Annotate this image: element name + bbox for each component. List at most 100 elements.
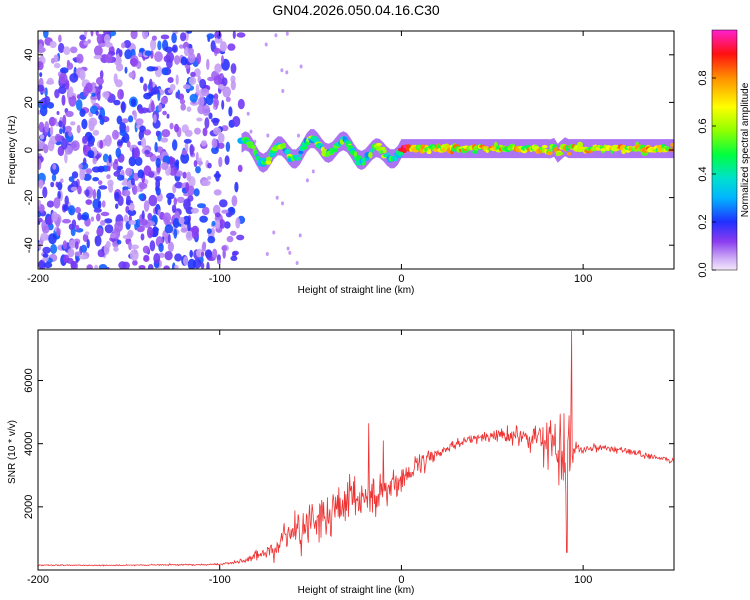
spectrogram-noise-blob [97, 165, 105, 173]
spectrogram-noise-blob [113, 171, 121, 177]
spectrogram-noise-blob [305, 178, 309, 183]
snr-x-tick-label: -200 [27, 574, 49, 586]
spectrogram-noise-blob [228, 106, 233, 117]
spectrogram-noise-blob [86, 239, 90, 249]
spectrogram-noise-blob [200, 262, 205, 269]
spectrogram-noise-blob [56, 111, 60, 115]
spectrogram-noise-blob [193, 188, 200, 197]
spectrogram-noise-blob [183, 198, 191, 211]
spectrogram-noise-blob [221, 209, 229, 214]
spectrogram-noise-blob [60, 67, 69, 74]
spectrogram-noise-blob [169, 122, 174, 130]
spectrogram-noise-blob [117, 165, 123, 170]
spectrogram-noise-blob [99, 140, 104, 149]
spectrogram-noise-blob [142, 31, 149, 40]
spectrogram-noise-blob [201, 179, 211, 187]
spectrogram-noise-blob [57, 181, 63, 191]
spectrogram-noise-blob [64, 195, 69, 206]
snr-y-tick-label: 4000 [23, 431, 35, 455]
spectrogram-noise-blob [68, 95, 77, 107]
spectrogram-noise-blob [230, 255, 238, 261]
spectrogram-noise-blob [274, 33, 278, 38]
spectrogram-noise-blob [174, 55, 180, 65]
spectrogram-noise-blob [109, 232, 117, 239]
signal-band-blob [368, 151, 373, 159]
spectrogram-noise-blob [141, 210, 145, 222]
spectrogram-noise-blob [124, 49, 132, 60]
spectrogram-noise-blob [213, 189, 222, 196]
signal-band-blob [541, 145, 548, 149]
spectrogram-noise-blob [75, 206, 81, 214]
colorbar-tick-label: 0.4 [697, 166, 709, 181]
spectrogram-noise-blob [226, 235, 234, 243]
spectrogram-noise-blob [50, 57, 55, 64]
spectrogram-noise-blob [42, 225, 50, 234]
spectrogram-noise-blob [153, 114, 157, 124]
spectrogram-noise-blob [160, 137, 169, 143]
spectrogram-noise-blob [160, 96, 168, 105]
spectrogram-noise-blob [185, 182, 190, 193]
spectrogram-noise-blob [121, 181, 128, 186]
spectrogram-noise-blob [180, 32, 187, 42]
spectrogram-noise-blob [39, 72, 43, 77]
spectrogram-noise-blob [201, 88, 210, 97]
spectrogram-noise-blob [68, 239, 77, 249]
spectrogram-noise-blob [108, 154, 112, 163]
spectrogram-noise-blob [47, 77, 54, 85]
spectrogram-noise-blob [169, 157, 175, 168]
spectrogram-noise-blob [108, 183, 114, 193]
spectrogram-noise-blob [38, 210, 41, 218]
spectrogram-noise-blob [88, 117, 98, 127]
spectrogram-noise-blob [213, 47, 222, 54]
spectrogram-noise-blob [93, 208, 102, 213]
spectrogram-noise-blob [105, 53, 113, 64]
spectrogram-noise-blob [67, 248, 75, 258]
spectrogram-noise-blob [43, 95, 51, 106]
spectrogram-x-tick-label: 100 [574, 273, 592, 285]
spectrogram-noise-blob [187, 185, 195, 196]
spectrogram-noise-blob [215, 170, 220, 182]
spectrogram-noise-blob [147, 212, 153, 221]
spectrogram-noise-blob [166, 192, 175, 200]
spectrogram-signal-band [237, 129, 674, 173]
spectrogram-noise-blob [58, 86, 67, 95]
signal-band-blob [548, 148, 553, 152]
spectrogram-noise-blob [92, 129, 100, 136]
spectrogram-noise-blob [77, 185, 82, 195]
spectrogram-noise-blob [43, 144, 49, 154]
spectrogram-noise-blob [75, 99, 83, 111]
spectrogram-noise-blob [104, 224, 114, 234]
spectrogram-noise-blob [124, 66, 128, 74]
spectrogram-noise-blob [235, 217, 241, 229]
spectrogram-noise-blob [61, 138, 68, 150]
spectrogram-noise-blob [68, 131, 73, 137]
spectrogram-noise-blob [53, 197, 61, 209]
spectrogram-noise-blob [213, 98, 220, 108]
spectrogram-noise-blob [63, 204, 69, 211]
spectrogram-noise-blob [266, 133, 270, 138]
spectrogram-noise-blob [43, 31, 49, 39]
spectrogram-noise-blob [197, 160, 203, 166]
spectrogram-noise-blob [231, 195, 238, 207]
spectrogram-noise-blob [44, 121, 50, 133]
signal-band-blob [566, 152, 572, 156]
spectrogram-noise-blob [38, 199, 41, 207]
spectrogram-noise-blob [221, 55, 224, 64]
spectrogram-noise-blob [169, 83, 176, 91]
spectrogram-noise-blob [116, 115, 123, 125]
spectrogram-noise-blob [143, 83, 148, 92]
spectrogram-noise-blob [115, 79, 123, 88]
spectrogram-noise-blob [79, 169, 86, 181]
spectrogram-noise-blob [197, 203, 206, 209]
spectrogram-noise-blob [173, 228, 178, 239]
spectrogram-noise-blob [112, 129, 119, 140]
spectrogram-noise-blob [38, 220, 41, 225]
signal-band-blob [370, 148, 375, 153]
spectrogram-noise-blob [146, 226, 154, 239]
spectrogram-noise-blob [117, 195, 124, 206]
colorbar-tick-label: 0.0 [697, 262, 709, 277]
spectrogram-noise-blob [295, 261, 299, 265]
spectrogram-noise-blob [158, 252, 165, 258]
spectrogram-noise-blob [163, 265, 170, 269]
spectrogram-noise-blob [81, 118, 88, 130]
